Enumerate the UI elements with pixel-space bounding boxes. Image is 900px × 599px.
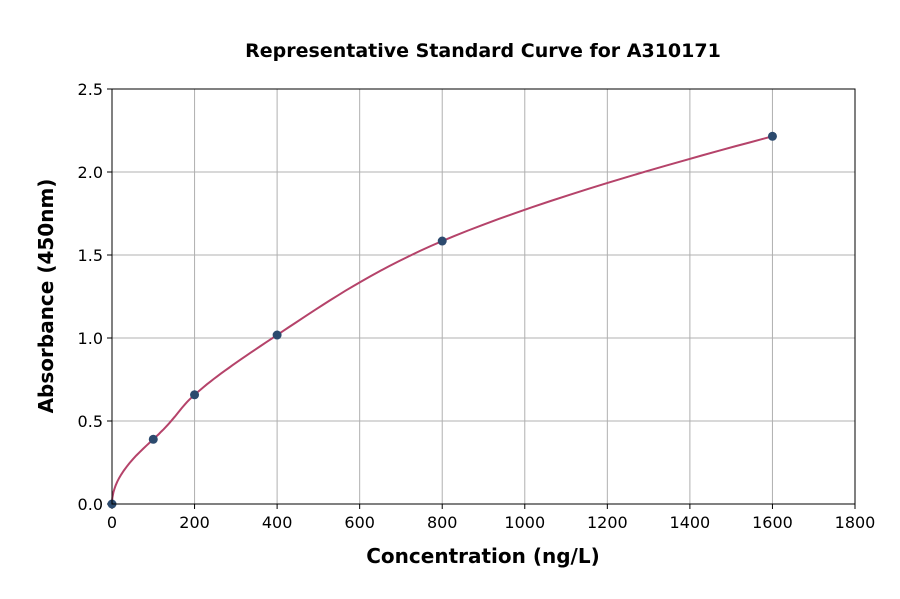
data-point	[148, 434, 158, 444]
y-tick-label: 0.0	[78, 495, 103, 514]
x-tick-label: 200	[179, 513, 210, 532]
grid	[111, 88, 856, 505]
x-tick-label: 600	[344, 513, 375, 532]
x-tick-label: 400	[262, 513, 293, 532]
data-point	[767, 131, 777, 141]
data-points	[107, 131, 777, 509]
x-tick-label: 1400	[670, 513, 711, 532]
data-point	[190, 390, 200, 400]
x-tick-label: 1000	[504, 513, 545, 532]
data-point	[272, 330, 282, 340]
y-tick-label: 2.5	[78, 80, 103, 99]
x-tick-label: 800	[427, 513, 458, 532]
ticks: 0 200 400 600 800 1000 1200 1400 1600 1800 0.0 0.5 1…	[78, 80, 876, 532]
x-tick-label: 1200	[587, 513, 628, 532]
x-tick-label: 1600	[752, 513, 793, 532]
fit-curve	[111, 135, 773, 504]
y-axis-label: Absorbance (450nm)	[34, 179, 58, 414]
chart-title: Representative Standard Curve for A31017…	[245, 40, 721, 62]
y-tick-label: 1.5	[78, 246, 103, 265]
y-tick-label: 2.0	[78, 163, 103, 182]
x-axis-label: Concentration (ng/L)	[366, 544, 599, 568]
x-tick-label: 1800	[835, 513, 876, 532]
y-tick-label: 1.0	[78, 329, 103, 348]
data-point	[437, 236, 447, 246]
y-tick-label: 0.5	[78, 412, 103, 431]
x-tick-label: 0	[107, 513, 117, 532]
plot-frame	[111, 88, 856, 505]
